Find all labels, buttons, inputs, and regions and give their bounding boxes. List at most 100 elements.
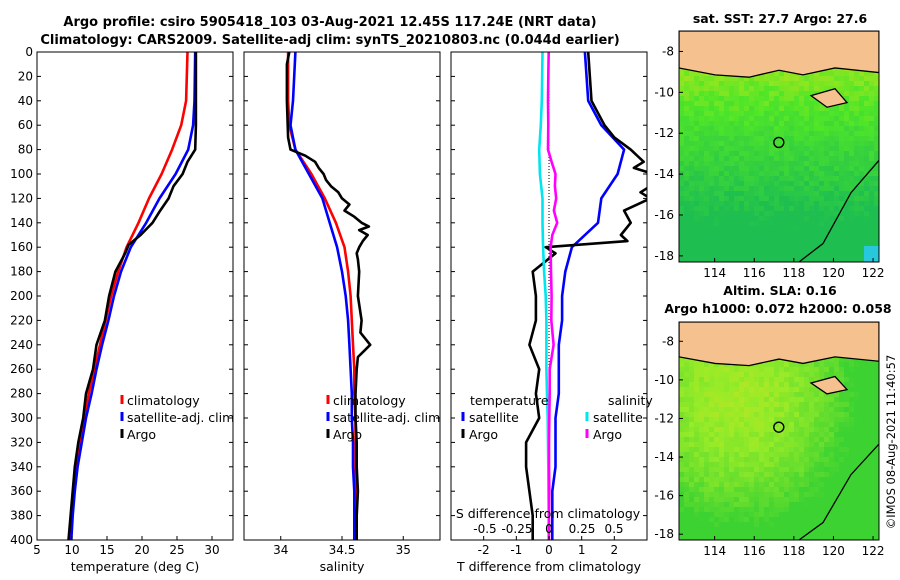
sst-cell (814, 136, 820, 142)
sla-cell (679, 447, 685, 453)
sla-cell (744, 532, 750, 538)
sst-cell (794, 86, 800, 92)
sst-cell (734, 216, 740, 222)
sla-cell (824, 412, 830, 418)
sla-cell (849, 362, 855, 368)
sst-cell (709, 231, 715, 237)
sst-cell (689, 81, 695, 87)
sst-cell (749, 241, 755, 247)
sst-cell (754, 231, 760, 237)
sst-cell (784, 81, 790, 87)
sla-cell (704, 427, 710, 433)
sla-cell (844, 397, 850, 403)
sst-cell (714, 251, 720, 257)
sst-cell (789, 146, 795, 152)
sla-cell (704, 417, 710, 423)
sla-cell (679, 472, 685, 478)
x-tick-label: 25 (169, 543, 184, 557)
sst-cell (764, 106, 770, 112)
sst-cell (699, 191, 705, 197)
sst-cell (759, 246, 765, 252)
sst-cell (834, 151, 840, 157)
sst-cell (754, 111, 760, 117)
sla-cell (749, 427, 755, 433)
sst-cell (814, 131, 820, 137)
sla-cell (714, 447, 720, 453)
sla-cell (764, 432, 770, 438)
sla-cell (794, 417, 800, 423)
sla-cell (694, 427, 700, 433)
sla-cell (724, 497, 730, 503)
sla-cell (709, 522, 715, 528)
sst-cell (734, 256, 740, 262)
sst-cell (809, 76, 815, 82)
sla-cell (869, 367, 875, 373)
sla-cell (864, 402, 870, 408)
sst-cell (749, 151, 755, 157)
sla-cell (829, 357, 835, 363)
sla-cell (809, 472, 815, 478)
sla-cell (679, 382, 685, 388)
sla-cell (819, 427, 825, 433)
sst-cell (814, 181, 820, 187)
sst-cell (844, 116, 850, 122)
sst-cell (764, 91, 770, 97)
sst-cell (769, 136, 775, 142)
sst-cell (724, 196, 730, 202)
sla-cell (774, 427, 780, 433)
sla-cell (849, 457, 855, 463)
sst-cell (709, 86, 715, 92)
sst-cell (754, 101, 760, 107)
sst-cell (764, 146, 770, 152)
sst-cell (814, 71, 820, 77)
sst-cell (829, 196, 835, 202)
sla-cell (814, 537, 820, 540)
sst-cell (724, 251, 730, 257)
sst-cell (694, 196, 700, 202)
sla-cell (749, 382, 755, 388)
sla-cell (859, 397, 865, 403)
sst-cell (699, 236, 705, 242)
sla-cell (734, 532, 740, 538)
y-tick-label: 20 (18, 69, 33, 83)
sst-cell (859, 116, 865, 122)
sst-cell (774, 181, 780, 187)
sst-cell (709, 256, 715, 262)
sla-cell (759, 507, 765, 513)
sla-cell (709, 442, 715, 448)
sla-cell (864, 397, 870, 403)
sla-cell (684, 372, 690, 378)
figure-title-line1: Argo profile: csiro 5905418_103 03-Aug-2… (63, 15, 597, 30)
sla-cell (774, 502, 780, 508)
sst-cell (739, 146, 745, 152)
sla-cell (739, 522, 745, 528)
map-x-tick-label: 118 (782, 544, 805, 558)
sst-cell (819, 76, 825, 82)
sla-cell (789, 442, 795, 448)
sst-cell (689, 211, 695, 217)
sst-cell (839, 191, 845, 197)
sst-cell (804, 236, 810, 242)
sla-cell (849, 377, 855, 383)
sst-cell (709, 81, 715, 87)
sst-cell (709, 116, 715, 122)
sla-cell (779, 382, 785, 388)
sla-cell (829, 407, 835, 413)
sst-cell (679, 101, 685, 107)
sla-cell (809, 482, 815, 488)
sst-cell (679, 186, 685, 192)
sst-cell (794, 226, 800, 232)
sla-cell (739, 492, 745, 498)
sst-cell (859, 181, 865, 187)
sst-cell (799, 131, 805, 137)
sla-cell (699, 402, 705, 408)
sst-cell (804, 86, 810, 92)
sla-cell (724, 372, 730, 378)
sst-cell (714, 161, 720, 167)
sla-cell (719, 392, 725, 398)
sla-cell (809, 502, 815, 508)
sst-cell (734, 221, 740, 227)
sst-cell (729, 141, 735, 147)
sla-cell (829, 452, 835, 458)
legend-label: satellite-adj. clim (333, 410, 440, 425)
